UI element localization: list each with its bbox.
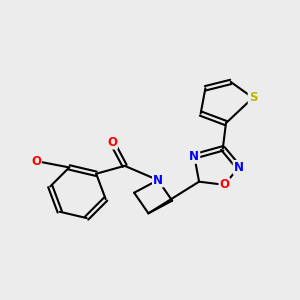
Text: N: N — [153, 174, 163, 187]
Text: S: S — [249, 91, 257, 104]
Text: O: O — [31, 154, 41, 168]
Text: O: O — [219, 178, 230, 191]
Text: N: N — [189, 150, 199, 163]
Text: O: O — [107, 136, 117, 148]
Text: N: N — [234, 161, 244, 174]
